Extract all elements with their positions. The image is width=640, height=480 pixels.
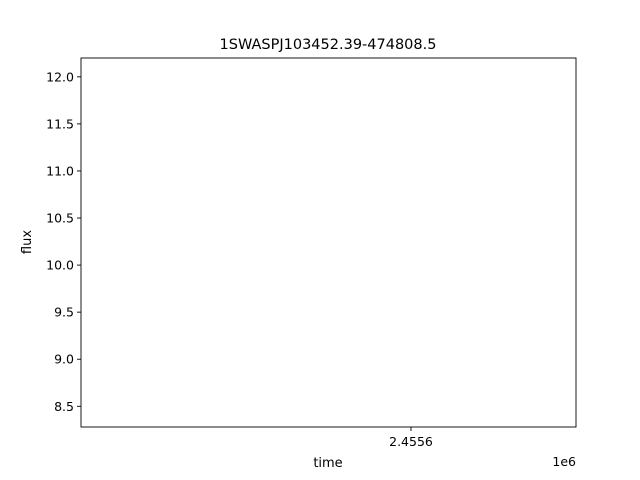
chart-title: 1SWASPJ103452.39-474808.5 (220, 37, 437, 53)
